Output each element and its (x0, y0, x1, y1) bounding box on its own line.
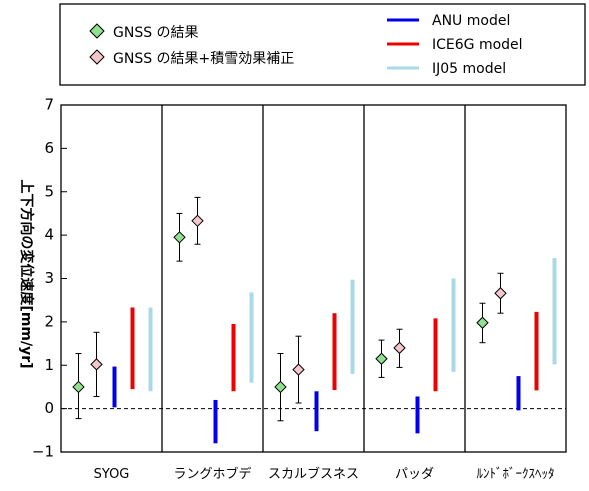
legend-label-gnss-corrected: GNSS の結果+積雪効果補正 (113, 51, 294, 67)
y-tick-label: 3 (44, 269, 54, 287)
y-tick-label: 1 (44, 356, 54, 374)
category-label: ﾙﾝﾄﾞﾎﾞｰｸｽﾍｯﾀ (477, 467, 555, 482)
gnss-point (393, 341, 406, 355)
gnss-point (90, 358, 103, 371)
gnss-point (191, 214, 204, 228)
y-axis-title: 上下方向の変位速度[mm/yr] (18, 179, 35, 368)
legend-marker-gnss (89, 23, 105, 39)
gnss-point (476, 316, 489, 329)
y-tick-label: 7 (44, 96, 54, 114)
gnss-point (375, 352, 388, 365)
gnss-point (72, 380, 85, 394)
gnss-point (274, 380, 287, 394)
category-label: スカルブスネス (268, 466, 359, 482)
y-tick-label: −1 (32, 443, 54, 461)
gnss-point (292, 363, 305, 376)
x-axis: SYOG ラングホブデ スカルブスネス パッダ ﾙﾝﾄﾞﾎﾞｰｸｽﾍｯﾀ (94, 466, 555, 482)
y-axis: −1 0 1 2 3 4 5 6 7 (32, 96, 67, 461)
legend-label-gnss: GNSS の結果 (113, 25, 199, 41)
legend-box (59, 3, 586, 86)
y-tick-label: 2 (44, 312, 54, 330)
legend-label-anu: ANU model (432, 13, 510, 29)
plot-frame (60, 104, 567, 453)
gnss-point (173, 231, 186, 244)
category-label: SYOG (94, 467, 130, 482)
legend-label-ij05: IJ05 model (432, 61, 506, 77)
y-tick-label: 5 (44, 182, 54, 200)
y-tick-label: 6 (44, 139, 54, 157)
category-label: パッダ (395, 467, 434, 482)
legend-label-ice6g: ICE6G model (432, 37, 523, 53)
gnss-point (494, 287, 507, 300)
category-label: ラングホブデ (173, 466, 251, 482)
plot-area (61, 105, 566, 452)
y-tick-label: 4 (44, 226, 54, 244)
legend-marker-gnss-corrected (89, 49, 105, 65)
y-tick-label: 0 (44, 399, 54, 417)
legend: GNSS の結果 GNSS の結果+積雪効果補正 ANU model ICE6G… (89, 13, 523, 77)
